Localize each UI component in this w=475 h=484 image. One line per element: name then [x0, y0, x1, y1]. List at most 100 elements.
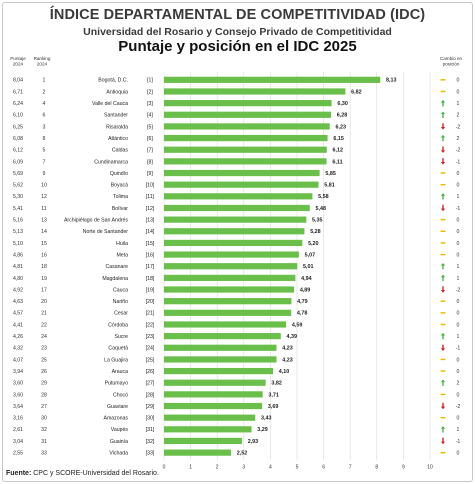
- ranking-2024-value: 10: [41, 183, 47, 189]
- score-bar: [164, 344, 277, 351]
- rank-2025-label: [25]: [146, 357, 155, 363]
- score-bar: [164, 449, 232, 456]
- puntaje-2024-value: 8,04: [13, 78, 23, 84]
- position-change-value: 0: [457, 322, 460, 328]
- rank-2025-label: [15]: [146, 241, 155, 247]
- rank-2025-label: [28]: [146, 392, 155, 398]
- position-change-value: 1: [457, 334, 460, 340]
- score-value-label: 5,58: [318, 194, 329, 200]
- score-value-label: 6,23: [335, 124, 346, 130]
- department-label: Bolívar: [112, 206, 128, 212]
- ranking-2024-value: 29: [41, 381, 47, 387]
- arrow-down-icon: [440, 402, 446, 410]
- score-bar: [164, 181, 319, 188]
- score-bar: [164, 193, 313, 200]
- puntaje-2024-value: 4,80: [13, 276, 23, 282]
- report-title: ÍNDICE DEPARTAMENTAL DE COMPETITIVIDAD (…: [49, 7, 426, 23]
- rank-2025-label: [33]: [146, 451, 155, 457]
- department-label: Guaviare: [107, 404, 128, 410]
- arrow-down-icon: [440, 158, 446, 165]
- puntaje-2024-value: 6,25: [13, 124, 23, 130]
- score-bar: [164, 426, 252, 433]
- rank-2025-label: [20]: [146, 299, 155, 305]
- score-value-label: 6,82: [351, 89, 362, 95]
- ranking-2024-value: 31: [41, 439, 47, 445]
- rank-2025-label: [1]: [147, 78, 153, 84]
- department-label: Meta: [116, 252, 128, 258]
- position-change-value: 0: [457, 218, 460, 224]
- ranking-2024-value: 26: [41, 369, 47, 375]
- score-bar: [164, 158, 327, 165]
- x-tick-label: 1: [189, 464, 192, 470]
- no-change-dash-icon: [440, 370, 446, 372]
- no-change-dash-icon: [440, 172, 446, 174]
- position-change-value: 0: [457, 252, 460, 258]
- rank-2025-label: [11]: [146, 194, 155, 200]
- score-bar: [164, 298, 292, 305]
- position-change-value: -1: [456, 346, 461, 352]
- score-value-label: 5,35: [312, 218, 323, 224]
- rank-2025-label: [4]: [147, 113, 153, 119]
- arrow-down-icon: [440, 123, 446, 130]
- puntaje-2024-value: 6,71: [13, 89, 23, 95]
- score-bar: [164, 216, 307, 223]
- department-label: Caldas: [112, 148, 129, 154]
- position-change-value: -1: [456, 159, 461, 165]
- position-change-value: 2: [457, 113, 460, 119]
- position-change-value: 0: [457, 78, 460, 84]
- arrow-up-icon: [440, 379, 446, 386]
- position-change-value: 0: [457, 299, 460, 305]
- score-value-label: 4,23: [282, 357, 293, 363]
- puntaje-2024-value: 4,63: [13, 299, 23, 305]
- ranking-2024-value: 22: [41, 322, 47, 328]
- rank-2025-label: [10]: [146, 183, 155, 189]
- no-change-dash-icon: [440, 300, 446, 302]
- score-value-label: 6,12: [333, 148, 344, 154]
- score-bar: [164, 146, 327, 153]
- score-value-label: 5,85: [325, 171, 336, 177]
- ranking-2024-value: 9: [43, 171, 46, 177]
- rank-2025-label: [22]: [146, 322, 155, 328]
- no-change-dash-icon: [440, 323, 446, 326]
- puntaje-2024-value: 4,86: [13, 252, 23, 258]
- ranking-2024-value: 27: [41, 404, 47, 410]
- score-value-label: 5,48: [316, 206, 327, 212]
- source-note: Fuente: CPC y SCORE-Universidad del Rosa…: [6, 470, 159, 477]
- position-change-value: -2: [456, 404, 461, 410]
- puntaje-2024-value: 5,69: [13, 171, 23, 177]
- ranking-2024-value: 11: [41, 206, 46, 212]
- score-bar: [164, 169, 320, 177]
- rank-2025-label: [30]: [146, 416, 155, 422]
- x-tick-label: 2: [216, 464, 219, 470]
- score-bar: [164, 274, 296, 281]
- department-label: Santander: [104, 113, 128, 119]
- score-bar: [164, 379, 266, 386]
- arrow-up-icon: [440, 263, 446, 270]
- no-change-dash-icon: [440, 183, 446, 186]
- ranking-2024-value: 15: [41, 241, 47, 247]
- score-value-label: 5,81: [324, 183, 335, 189]
- rank-2025-label: [31]: [146, 427, 155, 433]
- ranking-2024-value: 14: [41, 229, 47, 235]
- position-change-value: 0: [457, 392, 460, 398]
- position-change-value: -2: [456, 124, 461, 130]
- source-text: CPC y SCORE-Universidad del Rosario.: [33, 470, 159, 477]
- score-bar: [164, 309, 292, 316]
- score-bar: [164, 402, 263, 410]
- chart-title: Puntaje y posición en el IDC 2025: [118, 38, 357, 55]
- position-change-value: 0: [457, 171, 460, 177]
- score-bar: [164, 134, 328, 142]
- puntaje-2024-value: 5,41: [13, 206, 23, 212]
- puntaje-2024-value: 6,24: [13, 101, 23, 107]
- rank-2025-label: [3]: [147, 101, 153, 107]
- puntaje-2024-value: 5,62: [13, 183, 23, 189]
- rank-2025-label: [7]: [147, 148, 153, 154]
- x-tick-label: 4: [269, 464, 272, 470]
- score-bar: [164, 228, 305, 235]
- position-change-value: 2: [457, 381, 460, 387]
- no-change-dash-icon: [440, 312, 446, 314]
- score-value-label: 6,15: [333, 136, 344, 142]
- x-tick-label: 7: [349, 464, 352, 470]
- score-bar: [164, 391, 263, 398]
